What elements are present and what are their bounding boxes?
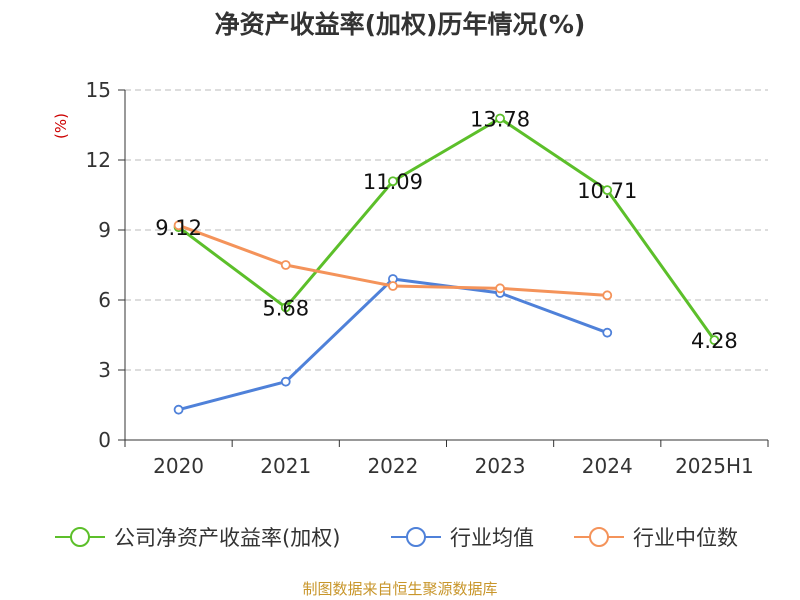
legend-label-0: 公司净资产收益率(加权) (114, 526, 340, 550)
legend-label-2: 行业中位数 (633, 526, 738, 550)
series-point-2 (173, 220, 184, 231)
x-tick-label: 2022 (367, 454, 418, 478)
legend-marker-2 (589, 527, 609, 547)
y-tick-label: 6 (98, 288, 111, 312)
legend-marker-1 (406, 527, 426, 547)
x-tick-label: 2021 (260, 454, 311, 478)
data-label: 11.09 (363, 170, 423, 194)
series-point-0 (709, 335, 720, 346)
series-point-2 (280, 260, 291, 270)
series-point-1 (602, 327, 613, 338)
y-tick-label: 9 (98, 218, 111, 242)
y-tick-label: 15 (86, 78, 111, 102)
series-line-0 (177, 116, 716, 342)
source-note: 制图数据来自恒生聚源数据库 (302, 580, 497, 598)
y-tick-label: 0 (98, 428, 111, 452)
data-label: 4.28 (691, 329, 738, 353)
series-point-1 (173, 404, 184, 415)
x-tick-label: 2024 (582, 454, 633, 478)
data-label: 5.68 (262, 296, 309, 320)
legend: 公司净资产收益率(加权) 行业均值 行业中位数 (55, 526, 738, 550)
data-label: 13.78 (470, 107, 530, 131)
x-tick-label: 2023 (475, 454, 526, 478)
legend-marker-0 (70, 527, 90, 547)
data-label: 10.71 (577, 179, 637, 203)
y-tick-label: 12 (86, 148, 111, 172)
series-point-2 (602, 290, 613, 301)
series-point-0 (602, 185, 613, 196)
y-tick-label: 3 (98, 358, 111, 382)
series-point-0 (280, 302, 291, 313)
axes: 0 3 6 9 12 15 2020 2021 2022 2023 2024 2025H1 (86, 78, 769, 478)
series-point-0 (388, 176, 398, 187)
gridlines (125, 89, 768, 371)
series-point-1 (280, 376, 291, 387)
data-label: 9.12 (155, 216, 202, 240)
series-point-2 (495, 283, 505, 294)
y-axis-unit-label: (%) (52, 113, 70, 139)
series-point-2 (388, 281, 398, 291)
x-tick-label: 2025H1 (675, 454, 754, 478)
data-labels: 9.12 5.68 11.09 13.78 10.71 4.28 (155, 107, 738, 353)
series-lines (173, 113, 720, 415)
x-tick-label: 2020 (153, 454, 204, 478)
chart-title: 净资产收益率(加权)历年情况(%) (215, 10, 586, 39)
series-point-0 (495, 113, 505, 124)
legend-label-1: 行业均值 (450, 526, 534, 550)
series-line-1 (178, 277, 608, 412)
